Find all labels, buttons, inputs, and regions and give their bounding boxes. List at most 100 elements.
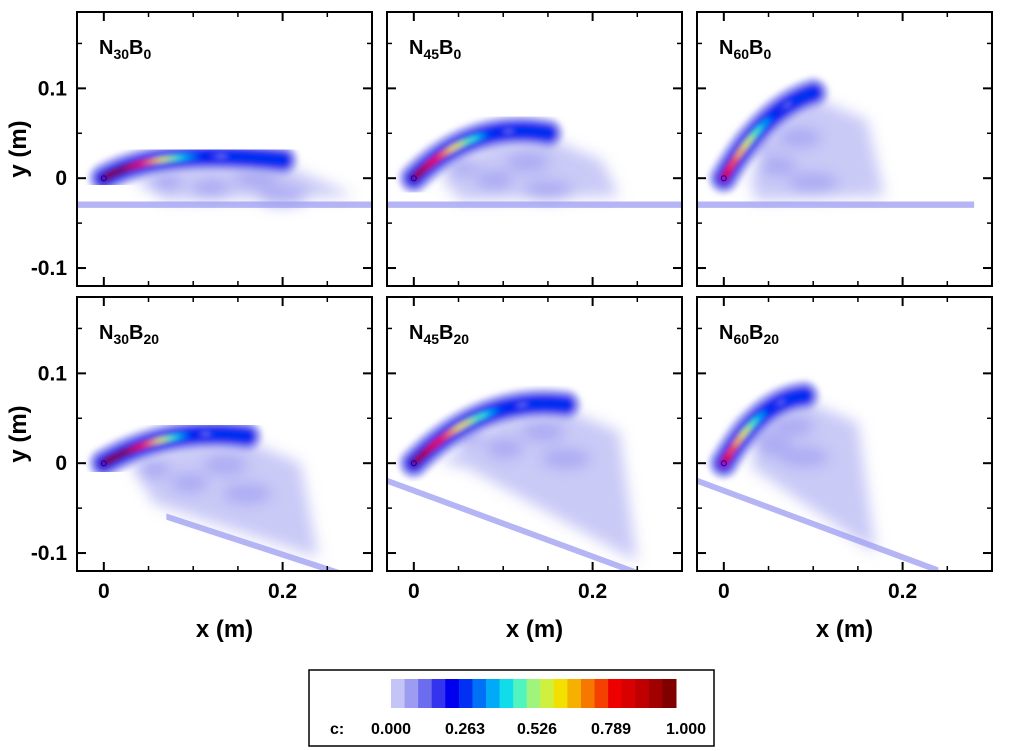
panel-label-letter: B <box>439 37 453 59</box>
concentration-field <box>387 115 682 208</box>
panel-label-letter: N <box>719 37 733 59</box>
y-tick-label: -0.1 <box>31 542 68 565</box>
panel-label-letter: B <box>129 37 143 59</box>
x-tick-label: 0 <box>718 580 730 603</box>
colorbar-label: c: <box>330 721 344 738</box>
panel-frame <box>76 296 373 572</box>
panel-label-letter: N <box>719 322 733 344</box>
y-tick-label: 0.1 <box>38 362 68 385</box>
nozzle-marker <box>100 460 107 467</box>
panel-N60B0: N60B0 <box>696 11 993 287</box>
colorbar-swatch <box>553 679 568 708</box>
x-axis-title: x (m) <box>196 616 253 643</box>
wake-eddy <box>505 152 550 173</box>
panel-frame <box>696 296 993 572</box>
jet-plume <box>398 388 581 479</box>
colorbar-swatch <box>404 679 419 708</box>
panel-label-letter: B <box>749 37 763 59</box>
floor-deposit <box>387 201 682 208</box>
y-axis-title: y (m) <box>5 405 32 462</box>
concentration-field <box>387 388 641 571</box>
wake-eddy <box>486 438 524 459</box>
floor-deposit <box>697 477 939 571</box>
panel-label-letter: B <box>749 322 763 344</box>
y-tick-label: 0 <box>55 452 67 475</box>
y-tick-label: 0.1 <box>38 77 68 100</box>
panel-N45B20: N45B20 0 0.2 x (m) <box>386 296 683 643</box>
panel-label: N60B20 <box>719 322 779 347</box>
panel-frame <box>386 296 683 572</box>
panel-label: N30B20 <box>99 322 159 347</box>
colorbar-swatch <box>391 679 406 708</box>
colorbar-tick-label: 1.000 <box>666 721 706 738</box>
panel-label-subscript: 0 <box>143 46 151 62</box>
panel-label-letter: N <box>409 322 423 344</box>
panel-label-letter: N <box>99 37 113 59</box>
nozzle-marker <box>100 175 107 182</box>
panel-label: N60B0 <box>719 37 771 62</box>
wake-eddy <box>753 435 792 456</box>
wake-eddy <box>170 472 209 493</box>
floor-deposit <box>166 513 343 571</box>
colorbar-swatch <box>621 679 636 708</box>
colorbar-swatch <box>486 679 501 708</box>
colorbar-swatch <box>418 679 433 708</box>
wake-eddy <box>520 421 565 442</box>
panel-frame <box>76 11 373 287</box>
colorbar-tick-label: 0.789 <box>591 721 631 738</box>
floor-deposit <box>77 201 372 208</box>
colorbar-swatch <box>526 679 541 708</box>
panel-label: N45B0 <box>409 37 461 62</box>
wake-eddy <box>475 169 514 190</box>
panel-N30B20: N30B20 0.1 0 -0.1 y (m) 0 0.2 x (m) <box>5 296 373 643</box>
colorbar-swatch <box>472 679 487 708</box>
panel-label-subscript: 0 <box>763 46 771 62</box>
y-tick-label: -0.1 <box>31 257 68 280</box>
y-axis-title: y (m) <box>5 120 32 177</box>
panel-label-subscript: 60 <box>733 46 749 62</box>
colorbar-swatch <box>635 679 650 708</box>
x-axis-title: x (m) <box>506 616 563 643</box>
wake-blob <box>130 440 319 558</box>
wake-eddy <box>540 448 591 469</box>
colorbar-swatch <box>567 679 582 708</box>
wake-region <box>440 137 620 201</box>
colorbar-swatch <box>648 679 663 708</box>
panel-label-subscript: 30 <box>113 331 129 347</box>
y-tick-label: 0 <box>55 167 67 190</box>
colorbar-swatch <box>662 679 677 708</box>
panel-label-letter: N <box>409 37 423 59</box>
x-tick-label: 0.2 <box>268 580 297 603</box>
colorbar-swatch <box>499 679 514 708</box>
colorbar-swatch <box>540 679 555 708</box>
concentration-field <box>88 418 343 571</box>
wake-region <box>130 440 319 558</box>
panel-frame <box>386 11 683 287</box>
panel-label-subscript: 30 <box>113 46 129 62</box>
jet-core-segment <box>778 399 785 405</box>
panel-N45B0: N45B0 <box>386 11 683 287</box>
x-tick-label: 0.2 <box>578 580 607 603</box>
colorbar-swatch <box>608 679 623 708</box>
nozzle-marker <box>720 175 727 182</box>
x-tick-label: 0 <box>408 580 420 603</box>
jet-core-segment <box>784 102 791 108</box>
wake-eddy <box>192 179 231 200</box>
x-tick-label: 0.2 <box>888 580 917 603</box>
concentration-field <box>697 77 975 208</box>
colorbar-swatch <box>513 679 528 708</box>
panel-label-subscript: 45 <box>423 331 439 347</box>
wake-region <box>130 164 355 207</box>
nozzle-marker <box>410 175 417 182</box>
panel-label-letter: B <box>129 322 143 344</box>
colorbar-tick-label: 0.263 <box>445 721 485 738</box>
wake-eddy <box>777 127 822 148</box>
panel-label-subscript: 60 <box>733 331 749 347</box>
panel-frame <box>696 11 993 287</box>
panel-label: N45B20 <box>409 322 469 347</box>
colorbar-swatch <box>581 679 596 708</box>
wake-eddy <box>137 458 170 479</box>
